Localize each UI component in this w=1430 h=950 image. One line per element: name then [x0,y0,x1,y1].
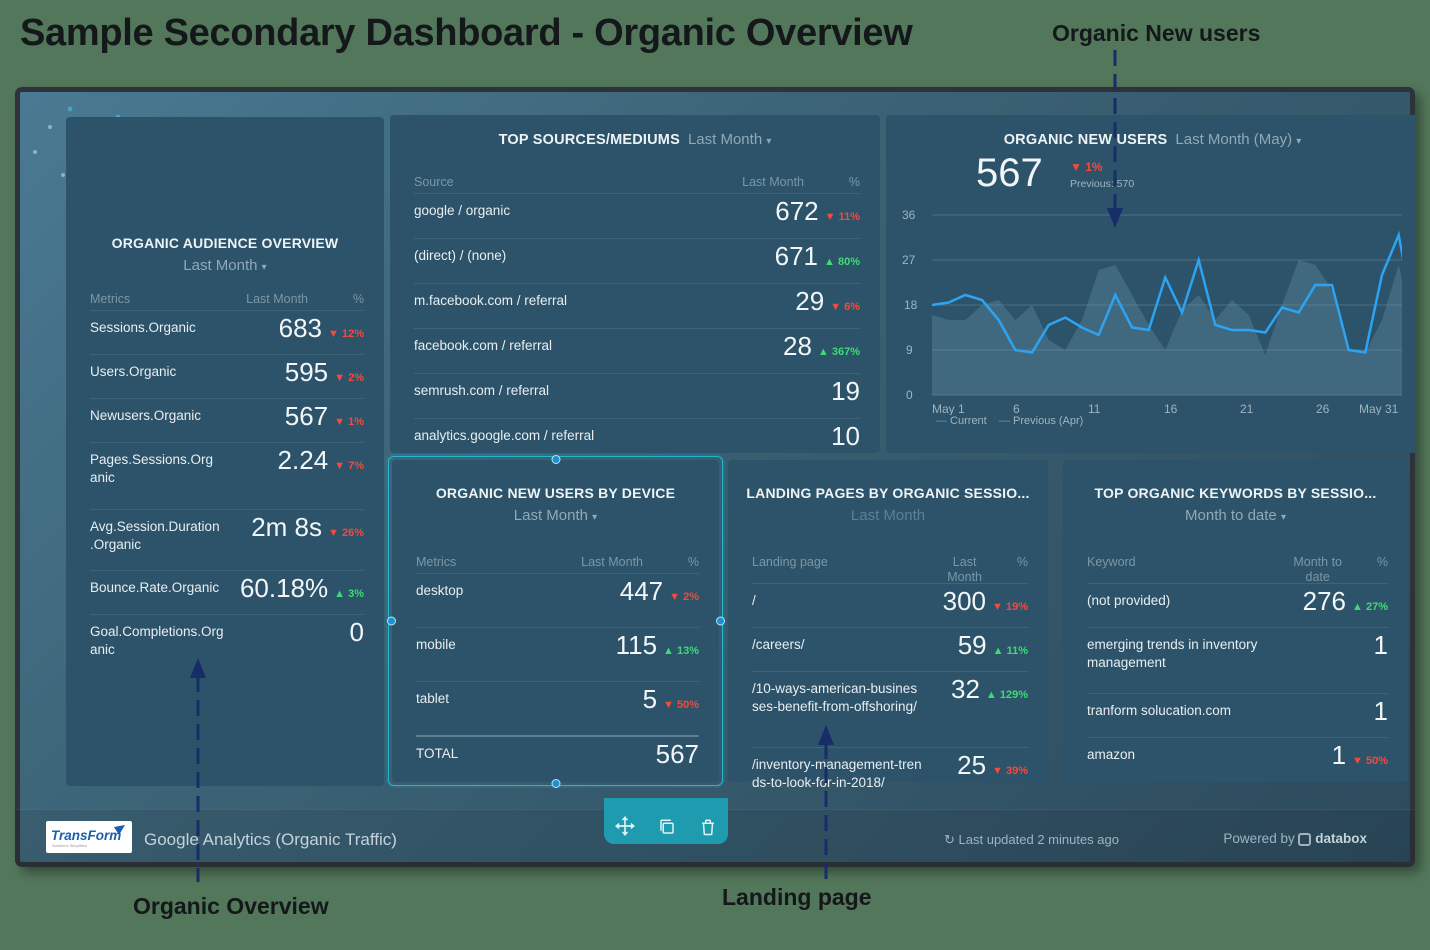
svg-text:0: 0 [906,388,913,402]
svg-text:6: 6 [1013,402,1020,415]
svg-text:16: 16 [1164,402,1178,415]
svg-text:May 1: May 1 [932,402,965,415]
svg-text:Solutions Simplified: Solutions Simplified [52,843,87,848]
svg-text:36: 36 [902,210,916,222]
svg-text:9: 9 [906,343,913,357]
svg-text:21: 21 [1240,402,1254,415]
svg-text:27: 27 [902,253,916,267]
svg-text:26: 26 [1316,402,1330,415]
svg-text:18: 18 [904,298,918,312]
svg-text:May 31: May 31 [1359,402,1399,415]
svg-text:11: 11 [1088,402,1101,415]
svg-text:TransForm: TransForm [51,828,121,843]
